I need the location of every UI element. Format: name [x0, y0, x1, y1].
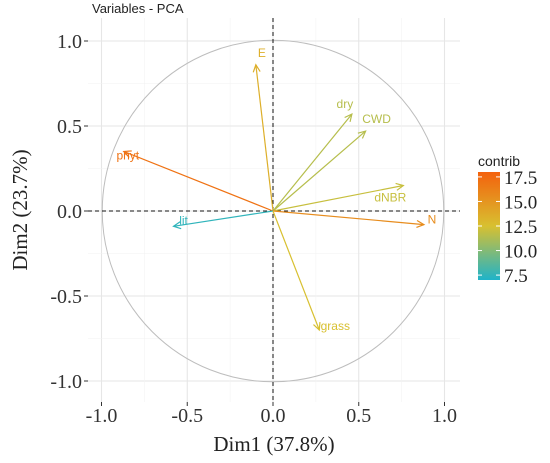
axis-ticks: -1.0 -0.5 0.0 0.5 1.0 -1.0 -0.5 0.0 0.5 1.0	[50, 31, 457, 427]
arrow-shaft	[272, 210, 424, 226]
arrow-shaft	[255, 64, 274, 212]
arrow-shaft	[123, 150, 274, 212]
variable-label: N	[428, 213, 437, 227]
variable-label: lit	[179, 213, 188, 227]
y-tick-label: 1.0	[57, 31, 82, 53]
arrow-head	[172, 221, 182, 230]
arrow-head	[344, 113, 353, 123]
chart-title: Variables - PCA	[92, 1, 184, 16]
arrow-head	[357, 130, 367, 139]
y-tick-label: -0.5	[50, 286, 82, 308]
legend-tick-label: 10.0	[504, 242, 537, 263]
x-axis-label: Dim1 (37.8%)	[213, 432, 334, 456]
x-tick-label: 1.0	[432, 405, 457, 427]
legend: contrib 17.5 15.0 12.5 10.0 7.5	[478, 153, 537, 287]
arrow-head	[252, 63, 261, 73]
arrow-n: N	[272, 210, 437, 228]
arrow-shaft	[272, 210, 320, 331]
arrow-head	[416, 219, 426, 228]
legend-tick-label: 15.0	[504, 192, 537, 213]
arrow-head	[122, 150, 132, 158]
variable-label: dNBR	[374, 191, 406, 205]
arrow-head	[313, 321, 321, 332]
arrow-dnbr: dNBR	[272, 182, 407, 212]
legend-tick-label: 17.5	[504, 168, 537, 189]
legend-title: contrib	[478, 153, 520, 169]
arrow-dry: dry	[272, 97, 354, 212]
y-tick-label: -1.0	[50, 371, 82, 393]
legend-ticks: 17.5 15.0 12.5 10.0 7.5	[478, 168, 537, 287]
legend-tick-label: 12.5	[504, 217, 537, 238]
arrow-lit: lit	[172, 210, 274, 230]
legend-colorbar	[478, 172, 500, 280]
variable-label: E	[258, 46, 266, 60]
x-tick-label: -1.0	[86, 405, 118, 427]
arrow-shaft	[272, 113, 353, 212]
arrow-shaft	[272, 130, 367, 212]
arrow-e: E	[252, 46, 274, 212]
arrow-grass: grass	[272, 210, 350, 333]
arrow-shaft	[272, 184, 404, 212]
arrow-phyt: phyt	[116, 149, 274, 212]
y-axis-label: Dim2 (23.7%)	[8, 149, 32, 270]
legend-tick-label: 7.5	[504, 266, 528, 287]
arrow-shaft	[173, 210, 274, 227]
arrow-head	[395, 182, 405, 191]
arrow-cwd: CWD	[272, 112, 391, 212]
x-tick-label: 0.0	[261, 405, 286, 427]
variable-label: grass	[321, 319, 350, 333]
variable-label: phyt	[116, 149, 139, 163]
variable-label: CWD	[362, 112, 391, 126]
y-tick-label: 0.0	[57, 201, 82, 223]
y-tick-label: 0.5	[57, 116, 82, 138]
x-tick-label: -0.5	[171, 405, 203, 427]
x-tick-label: 0.5	[346, 405, 371, 427]
variable-label: dry	[337, 97, 354, 111]
